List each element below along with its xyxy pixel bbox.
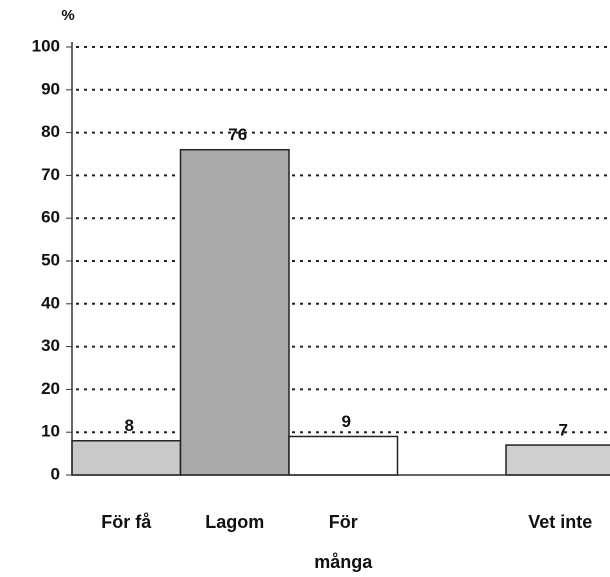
value-label: 7	[559, 421, 568, 440]
bar	[71, 440, 182, 476]
bar	[288, 435, 399, 476]
value-label: 8	[125, 416, 134, 435]
y-tick-label: 20	[41, 379, 60, 398]
bar	[179, 148, 290, 476]
value-label: 9	[342, 412, 351, 431]
x-tick-label: Lagom	[205, 512, 265, 532]
x-tick-label: För många	[314, 512, 373, 572]
value-label: 76	[228, 125, 247, 144]
y-tick-label: 50	[41, 250, 60, 269]
y-tick-label: 40	[41, 293, 60, 312]
y-tick-label: 0	[51, 464, 60, 483]
x-tick-label: Vet inte	[528, 512, 593, 532]
y-tick-label: 90	[41, 79, 60, 98]
x-tick-label: För få	[101, 512, 152, 532]
y-tick-label: 70	[41, 165, 60, 184]
y-tick-label: 10	[41, 422, 60, 441]
y-tick-label: 30	[41, 336, 60, 355]
y-tick-label: 100	[32, 36, 60, 55]
y-axis-label: %	[61, 7, 74, 24]
y-tick-label: 80	[41, 122, 60, 141]
y-tick-label: 60	[41, 208, 60, 227]
bar	[505, 444, 610, 476]
